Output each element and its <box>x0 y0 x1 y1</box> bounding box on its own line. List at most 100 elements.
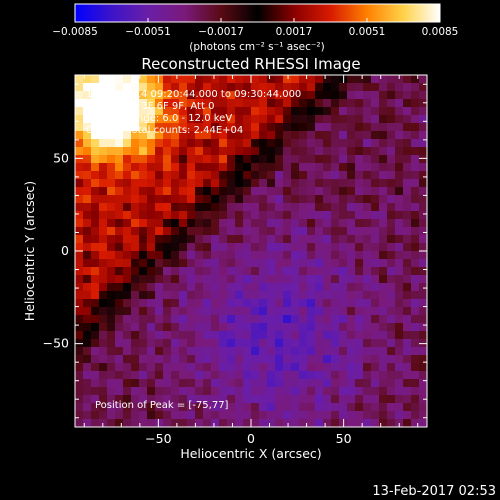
heatmap-cell <box>259 387 268 396</box>
heatmap-cell <box>227 107 236 116</box>
heatmap-cell <box>163 307 172 316</box>
heatmap-cell <box>115 75 124 84</box>
heatmap-cell <box>227 243 236 252</box>
heatmap-cell <box>139 107 148 116</box>
heatmap-cell <box>347 179 356 188</box>
heatmap-cell <box>91 179 100 188</box>
heatmap-cell <box>307 411 316 420</box>
heatmap-cell <box>187 219 196 228</box>
heatmap-cell <box>411 195 420 204</box>
heatmap-cell <box>291 83 300 92</box>
heatmap-cell <box>195 347 204 356</box>
heatmap-cell <box>307 235 316 244</box>
heatmap-cell <box>139 419 148 427</box>
heatmap-cell <box>411 115 420 124</box>
heatmap-cell <box>91 139 100 148</box>
heatmap-cell <box>403 227 412 236</box>
heatmap-cell <box>323 107 332 116</box>
heatmap-cell <box>179 115 188 124</box>
heatmap-cell <box>139 155 148 164</box>
heatmap-cell <box>211 331 220 340</box>
heatmap-cell <box>235 147 244 156</box>
heatmap-cell <box>195 387 204 396</box>
heatmap-cell <box>75 275 84 284</box>
heatmap-cell <box>339 171 348 180</box>
colorbar-tick-label: 0.0051 <box>349 26 386 38</box>
heatmap-cell <box>203 331 212 340</box>
heatmap-cell <box>227 307 236 316</box>
heatmap-cell <box>147 163 156 172</box>
heatmap-cell <box>227 363 236 372</box>
heatmap-cell <box>259 179 268 188</box>
heatmap-cell <box>171 187 180 196</box>
heatmap-cell <box>299 315 308 324</box>
heatmap-cell <box>331 307 340 316</box>
x-tick-label: −50 <box>145 431 171 446</box>
heatmap-cell <box>147 211 156 220</box>
heatmap-cell <box>251 211 260 220</box>
heatmap-cell <box>155 99 164 108</box>
heatmap-cell <box>251 171 260 180</box>
heatmap-cell <box>411 299 420 308</box>
heatmap-cell <box>403 171 412 180</box>
heatmap-cell <box>131 115 140 124</box>
heatmap-cell <box>219 219 228 228</box>
heatmap-cell <box>275 155 284 164</box>
heatmap-cell <box>355 83 364 92</box>
heatmap-cell <box>283 355 292 364</box>
heatmap-cell <box>163 75 172 84</box>
heatmap-cell <box>91 107 100 116</box>
heatmap-cell <box>411 379 420 388</box>
heatmap-cell <box>371 227 380 236</box>
heatmap-cell <box>363 251 372 260</box>
heatmap-cell <box>243 235 252 244</box>
heatmap-cell <box>163 283 172 292</box>
heatmap-cell <box>147 139 156 148</box>
heatmap-cell <box>115 283 124 292</box>
heatmap-cell <box>83 307 92 316</box>
heatmap-cell <box>139 411 148 420</box>
heatmap-cell <box>291 315 300 324</box>
heatmap-cell <box>187 99 196 108</box>
heatmap-cell <box>243 355 252 364</box>
heatmap-cell <box>75 403 84 412</box>
heatmap-cell <box>355 259 364 268</box>
heatmap-cell <box>403 155 412 164</box>
heatmap-cell <box>131 219 140 228</box>
heatmap-cell <box>355 91 364 100</box>
heatmap-cell <box>123 195 132 204</box>
heatmap-cell <box>419 275 427 284</box>
heatmap-cell <box>363 147 372 156</box>
heatmap-cell <box>323 211 332 220</box>
heatmap-cell <box>371 163 380 172</box>
heatmap-cell <box>235 267 244 276</box>
heatmap-cell <box>387 299 396 308</box>
heatmap-cell <box>115 155 124 164</box>
heatmap-cell <box>307 379 316 388</box>
heatmap-cell <box>307 387 316 396</box>
heatmap-cell <box>99 331 108 340</box>
heatmap-image <box>75 75 427 427</box>
heatmap-cell <box>123 147 132 156</box>
heatmap-cell <box>267 267 276 276</box>
heatmap-cell <box>235 195 244 204</box>
heatmap-cell <box>323 283 332 292</box>
heatmap-cell <box>91 371 100 380</box>
heatmap-cell <box>235 419 244 427</box>
heatmap-cell <box>275 291 284 300</box>
heatmap-cell <box>195 171 204 180</box>
heatmap-cell <box>163 411 172 420</box>
heatmap-cell <box>115 251 124 260</box>
heatmap-cell <box>147 251 156 260</box>
heatmap-cell <box>235 259 244 268</box>
heatmap-cell <box>99 387 108 396</box>
heatmap-cell <box>275 147 284 156</box>
heatmap-cell <box>403 331 412 340</box>
heatmap-cell <box>219 131 228 140</box>
heatmap-cell <box>155 299 164 308</box>
heatmap-cell <box>91 299 100 308</box>
heatmap-cell <box>387 339 396 348</box>
heatmap-cell <box>419 363 427 372</box>
heatmap-cell <box>195 291 204 300</box>
heatmap-cell <box>379 379 388 388</box>
